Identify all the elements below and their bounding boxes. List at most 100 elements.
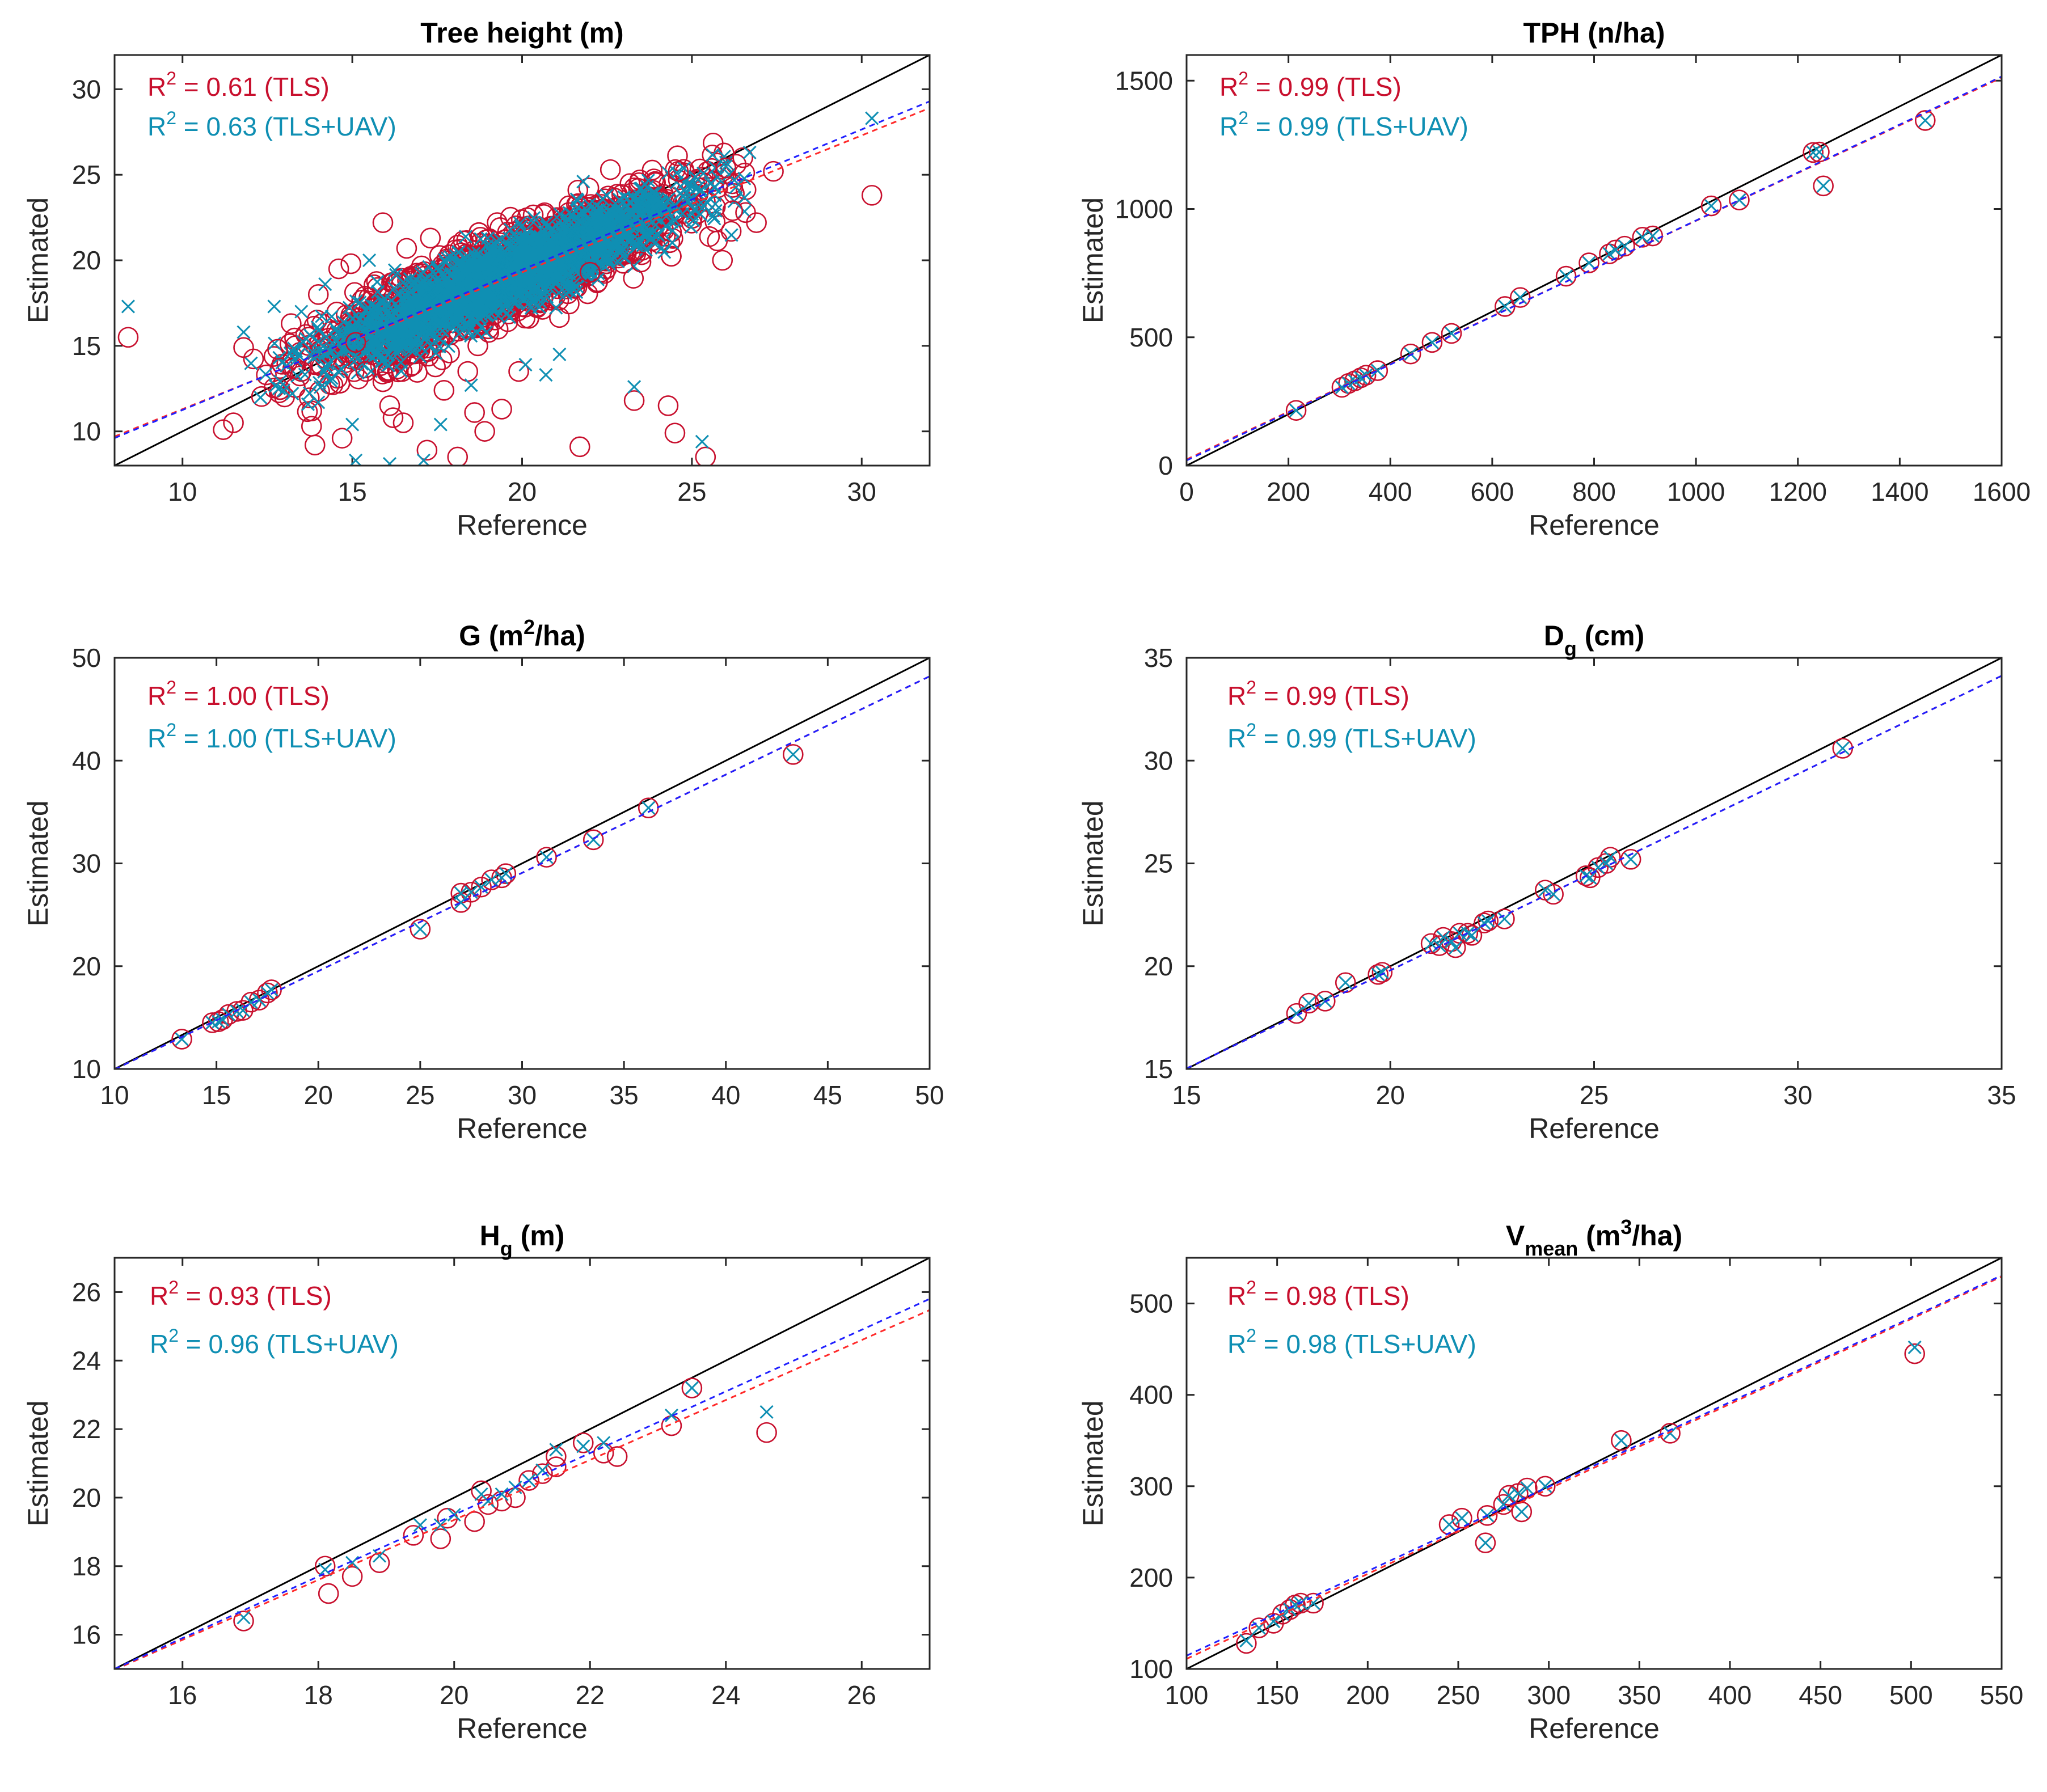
tls-point xyxy=(1729,189,1750,210)
tls-uav-point xyxy=(441,339,455,353)
tls-uav-point xyxy=(724,228,738,242)
tls-point xyxy=(379,395,400,416)
tls-uav-point xyxy=(509,230,523,244)
x-tick-label: 200 xyxy=(1346,1680,1390,1710)
tls-uav-point xyxy=(719,159,733,174)
tls-uav-point xyxy=(421,326,435,340)
tls-uav-point xyxy=(1436,930,1450,945)
x-axis-label: Reference xyxy=(1529,1713,1660,1744)
r2-label-tls: R2 = 1.00 (TLS) xyxy=(147,677,330,711)
tls-point xyxy=(351,289,373,311)
tls-point xyxy=(1248,1617,1270,1638)
tls-uav-point xyxy=(335,362,349,377)
tls-uav-point xyxy=(1624,852,1638,867)
tls-uav-point xyxy=(471,246,486,260)
tls-point xyxy=(439,343,460,364)
tls-point xyxy=(1355,365,1377,386)
x-tick-label: 450 xyxy=(1799,1680,1842,1710)
axes-frame xyxy=(113,54,931,467)
tls-uav-point xyxy=(655,241,669,255)
tls-uav-point xyxy=(581,225,595,239)
tls-uav-point xyxy=(653,194,668,208)
tls-uav-point xyxy=(1370,364,1385,378)
tls-point xyxy=(471,876,492,898)
tls-uav-point xyxy=(367,300,381,315)
tls-uav-point xyxy=(422,260,436,274)
tls-uav-point xyxy=(259,367,273,382)
r2-label-tls_uav: R2 = 1.00 (TLS+UAV) xyxy=(147,720,396,753)
tls-uav-point xyxy=(786,747,800,762)
tls-uav-point xyxy=(639,191,653,205)
y-tick-label: 40 xyxy=(72,746,101,775)
tls-uav-point xyxy=(1704,199,1719,213)
tls-uav-point xyxy=(535,1463,550,1477)
x-tick-label: 100 xyxy=(1165,1680,1209,1710)
tls-uav-point xyxy=(589,203,604,217)
y-tick-label: 20 xyxy=(1144,952,1173,981)
tls-uav-point xyxy=(518,357,533,372)
tls-fit-line xyxy=(1187,1275,2002,1660)
tls-uav-point xyxy=(463,273,477,287)
x-tick-label: 20 xyxy=(508,477,537,506)
tls-uav-point xyxy=(311,395,326,409)
tls-uav-point xyxy=(212,1015,226,1029)
x-tick-label: 26 xyxy=(847,1680,876,1710)
r2-label-tls: R2 = 0.99 (TLS) xyxy=(1227,677,1409,711)
y-axis-label: Estimated xyxy=(22,1400,54,1526)
identity-line xyxy=(115,1258,930,1669)
tls-point xyxy=(630,251,652,273)
tls-uav-point xyxy=(294,305,309,319)
tls-uav-point xyxy=(348,320,362,335)
tls-point xyxy=(1543,884,1564,905)
tls-point xyxy=(1421,332,1443,353)
tls-uav-point xyxy=(579,244,593,258)
x-tick-label: 150 xyxy=(1255,1680,1299,1710)
tls-point xyxy=(1499,1485,1520,1506)
tls-uav-point xyxy=(359,312,373,326)
tls-uav-point xyxy=(691,198,706,212)
tls-point xyxy=(1509,287,1531,308)
tls-uav-point xyxy=(549,1443,563,1457)
tls-uav-point xyxy=(324,371,339,385)
panel-title: G (m2/ha) xyxy=(459,615,585,652)
panel-p2: 0 200 400 600 800 1000 1200 1400 160005001000150… xyxy=(1077,17,2031,541)
plot-content xyxy=(115,55,930,466)
y-tick-label: 15 xyxy=(72,331,101,361)
tls-uav-point xyxy=(759,1405,774,1419)
x-tick-label: 500 xyxy=(1889,1680,1933,1710)
tls-uav-point xyxy=(1618,239,1632,253)
tls-uav-point xyxy=(480,257,494,272)
tls-uav-point xyxy=(481,1494,495,1508)
r2-label-tls: R2 = 0.99 (TLS) xyxy=(1219,68,1402,102)
tls-point xyxy=(491,399,512,420)
tls-point xyxy=(1367,360,1388,381)
tls-uav-point xyxy=(391,332,405,346)
tls-point xyxy=(1474,912,1495,933)
tls-uav-point xyxy=(549,301,563,315)
y-tick-label: 30 xyxy=(1144,746,1173,775)
tls-uav-point xyxy=(313,380,328,394)
x-tick-label: 0 xyxy=(1179,477,1194,506)
y-axis-label: Estimated xyxy=(1077,197,1109,323)
x-tick-label: 40 xyxy=(711,1080,740,1110)
tls-uav-fit-line xyxy=(115,1298,930,1669)
y-tick-label: 400 xyxy=(1129,1380,1173,1410)
tls-point xyxy=(372,212,394,233)
tls-uav-point xyxy=(502,310,516,324)
tls-point xyxy=(491,1490,512,1512)
tls-uav-point xyxy=(1806,145,1820,160)
y-tick-label: 500 xyxy=(1129,323,1173,352)
tls-uav-point xyxy=(526,215,541,230)
tls-point xyxy=(256,364,277,386)
tls-uav-point xyxy=(626,192,640,206)
tls-uav-point xyxy=(538,264,553,278)
tls-point xyxy=(281,313,302,334)
tls-uav-point xyxy=(665,235,679,250)
tls-uav-point xyxy=(539,220,554,234)
tls-point xyxy=(1494,908,1515,929)
tls-uav-point xyxy=(362,253,377,268)
x-tick-label: 1600 xyxy=(1973,477,2031,506)
tls-uav-point xyxy=(657,245,672,259)
